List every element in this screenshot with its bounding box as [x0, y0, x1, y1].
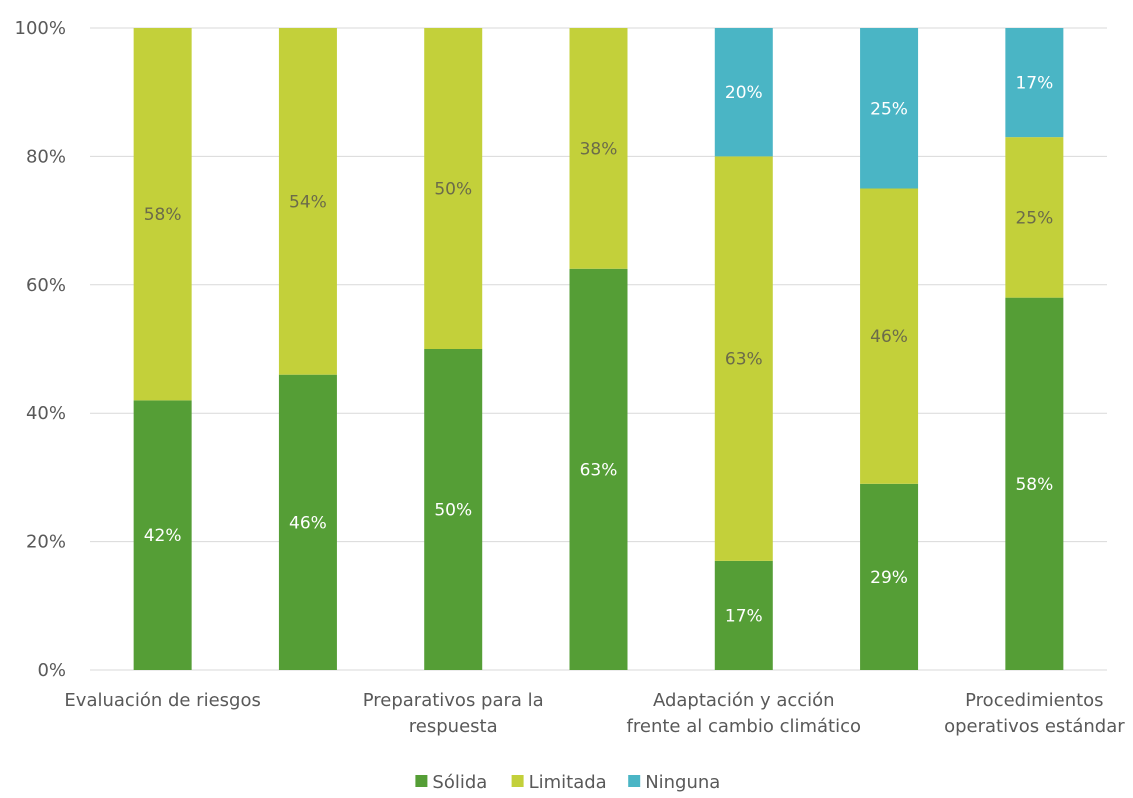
bar-segment: [278, 28, 337, 375]
bar-segment: [714, 156, 773, 561]
data-label: 58%: [1015, 475, 1053, 495]
legend-item: Sólida: [415, 772, 487, 793]
legend-swatch: [511, 775, 524, 787]
x-category-label: Evaluación de riesgos: [64, 690, 260, 711]
x-category-label: Procedimientos operativos estándar: [944, 690, 1125, 737]
data-label: 54%: [289, 192, 327, 212]
x-category-label: Adaptación y acción frente al cambio clim…: [627, 690, 861, 737]
bar-segment: [1005, 137, 1064, 298]
bar-segment: [133, 400, 192, 670]
bar-segment: [278, 374, 337, 670]
bar-segment: [569, 28, 628, 269]
bar-segment: [860, 188, 919, 484]
x-category-label: Preparativos para la respuesta: [363, 690, 544, 737]
data-label: 25%: [870, 99, 908, 119]
y-tick-label: 100%: [15, 18, 66, 39]
x-axis-category-labels: Evaluación de riesgos Preparativos para l…: [64, 690, 1125, 737]
legend-swatch: [415, 775, 428, 787]
data-label: 42%: [144, 526, 182, 546]
legend: Sólida Limitada Ninguna: [415, 772, 720, 793]
legend-label: Limitada: [529, 772, 607, 793]
data-label: 63%: [580, 460, 618, 480]
y-tick-label: 0%: [37, 660, 66, 681]
data-label: 63%: [725, 350, 763, 370]
data-label: 17%: [1015, 74, 1053, 94]
y-tick-label: 60%: [26, 275, 66, 296]
bar-segment: [1005, 28, 1064, 138]
bar-segment: [133, 28, 192, 401]
bar-segment: [860, 28, 919, 189]
legend-item: Ninguna: [628, 772, 720, 793]
y-tick-label: 40%: [26, 403, 66, 424]
data-label: 58%: [144, 205, 182, 225]
bar-segment: [860, 483, 919, 670]
y-tick-label: 80%: [26, 146, 66, 167]
data-label: 38%: [580, 139, 618, 159]
legend-label: Ninguna: [645, 772, 720, 793]
data-label: 50%: [434, 180, 472, 200]
data-label: 20%: [725, 83, 763, 103]
data-labels: 42% 58% 46% 54% 50% 50% 63% 38% 17% 63% 20% 29% 46% 2…: [144, 74, 1054, 627]
bar-segment: [424, 349, 483, 670]
data-label: 29%: [870, 568, 908, 588]
bars: [133, 28, 1064, 670]
data-label: 50%: [434, 501, 472, 521]
bar-segment: [714, 560, 773, 670]
bar-segment: [424, 28, 483, 349]
data-label: 46%: [870, 327, 908, 347]
y-tick-label: 20%: [26, 532, 66, 553]
bar-segment: [569, 268, 628, 670]
bar-segment: [1005, 297, 1064, 670]
data-label: 46%: [289, 513, 327, 533]
data-label: 17%: [725, 606, 763, 626]
legend-swatch: [628, 775, 641, 787]
data-label: 25%: [1015, 208, 1053, 228]
legend-label: Sólida: [432, 772, 487, 793]
bar-segment: [714, 28, 773, 157]
y-axis-tick-labels: 0% 20% 40% 60% 80% 100%: [15, 18, 66, 681]
legend-item: Limitada: [511, 772, 607, 793]
